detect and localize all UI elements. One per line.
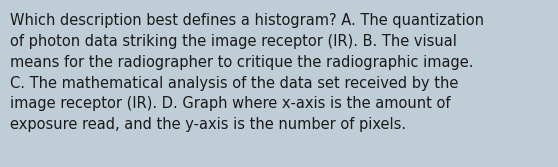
Text: Which description best defines a histogram? A. The quantization
of photon data s: Which description best defines a histogr…: [10, 13, 484, 132]
